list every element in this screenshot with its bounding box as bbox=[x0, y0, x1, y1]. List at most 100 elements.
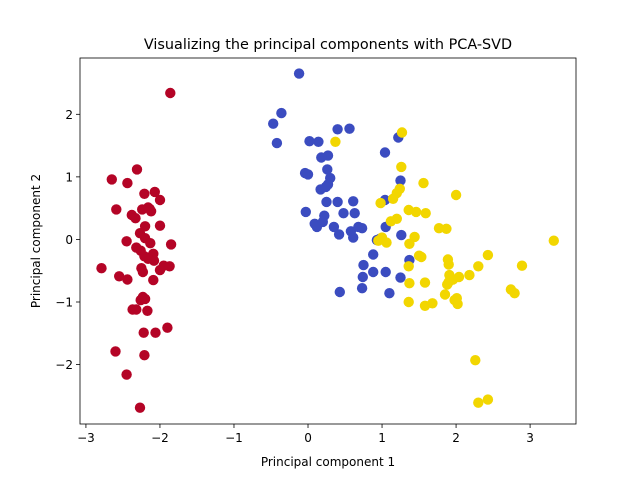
y-tick-label: 1 bbox=[65, 170, 73, 184]
x-tick-label: 2 bbox=[452, 431, 460, 445]
data-point bbox=[368, 266, 379, 278]
y-tick-label: 2 bbox=[65, 108, 73, 122]
data-point bbox=[344, 123, 355, 134]
data-point bbox=[321, 196, 332, 208]
data-point bbox=[142, 305, 153, 316]
data-point bbox=[403, 296, 414, 308]
data-point bbox=[473, 261, 484, 272]
data-point bbox=[419, 277, 431, 288]
data-point bbox=[418, 177, 429, 189]
data-point bbox=[416, 251, 427, 263]
data-point bbox=[441, 223, 452, 234]
data-point bbox=[358, 259, 369, 271]
data-point bbox=[162, 322, 173, 333]
data-point bbox=[420, 208, 431, 219]
data-point bbox=[380, 266, 391, 278]
data-point bbox=[165, 87, 176, 99]
data-point bbox=[470, 355, 481, 366]
data-point bbox=[148, 274, 159, 286]
data-point bbox=[121, 236, 132, 247]
x-axis: −3 −2 −1 0 1 2 3 bbox=[77, 424, 534, 445]
data-point bbox=[106, 174, 118, 185]
data-point bbox=[149, 186, 160, 198]
data-point bbox=[134, 402, 146, 413]
data-point bbox=[138, 327, 149, 338]
data-point bbox=[130, 213, 141, 224]
data-point bbox=[381, 237, 392, 248]
data-point bbox=[439, 289, 451, 300]
data-point bbox=[349, 208, 360, 219]
data-point bbox=[271, 137, 283, 149]
data-point bbox=[114, 271, 125, 282]
data-point bbox=[96, 263, 107, 274]
data-point bbox=[395, 272, 406, 283]
data-point bbox=[276, 107, 287, 119]
data-point bbox=[387, 193, 399, 204]
data-point bbox=[333, 229, 345, 240]
data-point bbox=[317, 216, 328, 228]
data-point bbox=[302, 169, 314, 180]
data-point bbox=[111, 204, 122, 215]
data-point bbox=[122, 177, 133, 189]
data-point bbox=[348, 232, 359, 243]
data-point bbox=[410, 206, 422, 218]
data-point bbox=[165, 239, 177, 250]
data-point bbox=[139, 293, 151, 305]
data-point bbox=[356, 283, 368, 294]
data-point bbox=[316, 152, 327, 163]
data-point bbox=[268, 118, 279, 129]
data-point bbox=[464, 269, 475, 281]
series-class-0 bbox=[96, 87, 177, 413]
data-point bbox=[384, 288, 395, 299]
data-point bbox=[396, 161, 407, 173]
data-point bbox=[144, 203, 155, 214]
data-point bbox=[516, 260, 528, 271]
data-point bbox=[433, 223, 445, 234]
data-point bbox=[348, 196, 359, 207]
y-tick-label: 0 bbox=[65, 233, 73, 247]
axes-frame bbox=[79, 57, 577, 425]
data-point bbox=[320, 181, 331, 193]
data-point bbox=[139, 350, 150, 361]
data-point bbox=[334, 286, 345, 298]
data-point bbox=[150, 327, 161, 338]
data-point bbox=[443, 276, 454, 288]
points-layer bbox=[96, 68, 559, 413]
series-class-1 bbox=[268, 68, 415, 299]
data-point bbox=[450, 189, 462, 201]
data-point bbox=[395, 175, 406, 186]
data-point bbox=[304, 136, 315, 147]
data-point bbox=[300, 206, 311, 218]
data-point bbox=[385, 216, 397, 227]
data-point bbox=[164, 261, 175, 272]
data-point bbox=[404, 238, 415, 249]
y-axis-label: Principal component 2 bbox=[29, 174, 43, 308]
data-point bbox=[482, 249, 494, 261]
data-point bbox=[427, 298, 438, 309]
data-point bbox=[396, 127, 408, 138]
data-point bbox=[293, 68, 305, 79]
y-tick-label: −2 bbox=[55, 358, 73, 372]
x-tick-label: 1 bbox=[378, 431, 386, 445]
x-tick-label: −2 bbox=[151, 431, 169, 445]
series-class-2 bbox=[330, 127, 559, 408]
data-point bbox=[313, 136, 324, 147]
x-tick-label: 3 bbox=[526, 431, 534, 445]
data-point bbox=[131, 164, 143, 175]
data-point bbox=[332, 124, 343, 135]
data-point bbox=[548, 235, 559, 246]
data-point bbox=[137, 266, 149, 278]
data-point bbox=[357, 271, 368, 283]
data-point bbox=[453, 271, 465, 283]
data-point bbox=[356, 223, 368, 234]
data-point bbox=[404, 278, 415, 289]
data-point bbox=[154, 194, 166, 206]
chart-title: Visualizing the principal components wit… bbox=[144, 37, 512, 53]
data-point bbox=[121, 369, 132, 380]
data-point bbox=[509, 288, 520, 299]
data-point bbox=[403, 261, 414, 272]
x-tick-label: −3 bbox=[77, 431, 95, 445]
x-tick-label: 0 bbox=[304, 431, 312, 445]
data-point bbox=[451, 293, 462, 304]
